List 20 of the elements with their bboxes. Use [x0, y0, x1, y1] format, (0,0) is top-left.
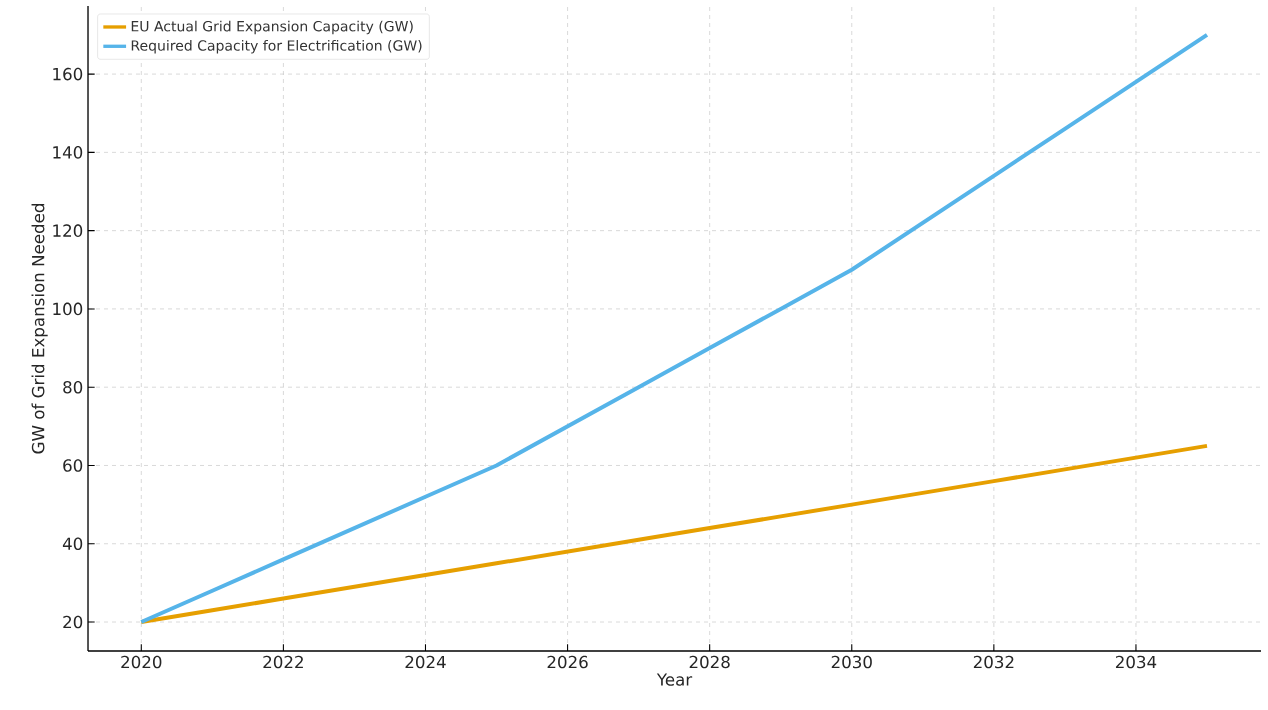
y-tick-label: 140 — [53, 146, 83, 159]
y-tick-label: 160 — [53, 67, 83, 81]
y-tick-label: 100 — [53, 302, 83, 316]
x-tick-label: 2020 — [121, 655, 162, 669]
x-tick-label: 2032 — [973, 655, 1014, 669]
y-tick-label: 120 — [53, 224, 83, 237]
y-axis-title: GW of Grid Expansion Needed — [31, 204, 48, 454]
y-tick-label: 80 — [63, 380, 83, 394]
x-tick-label: 2022 — [263, 655, 303, 669]
legend-label: EU Actual Grid Expansion Capacity (GW) — [131, 20, 413, 35]
y-tick-label: 40 — [62, 537, 83, 551]
x-tick-label: 2034 — [1115, 655, 1157, 669]
x-tick-label: 2024 — [405, 655, 446, 669]
x-tick-label: 2030 — [831, 655, 872, 669]
y-tick-label: 60 — [63, 459, 83, 472]
x-axis-title: Year — [656, 673, 693, 686]
x-tick-label: 2028 — [689, 655, 730, 669]
legend-label: Required Capacity for Electrification (GW) — [131, 39, 422, 54]
x-tick-label: 2026 — [547, 655, 588, 669]
y-tick-label: 20 — [63, 615, 83, 629]
